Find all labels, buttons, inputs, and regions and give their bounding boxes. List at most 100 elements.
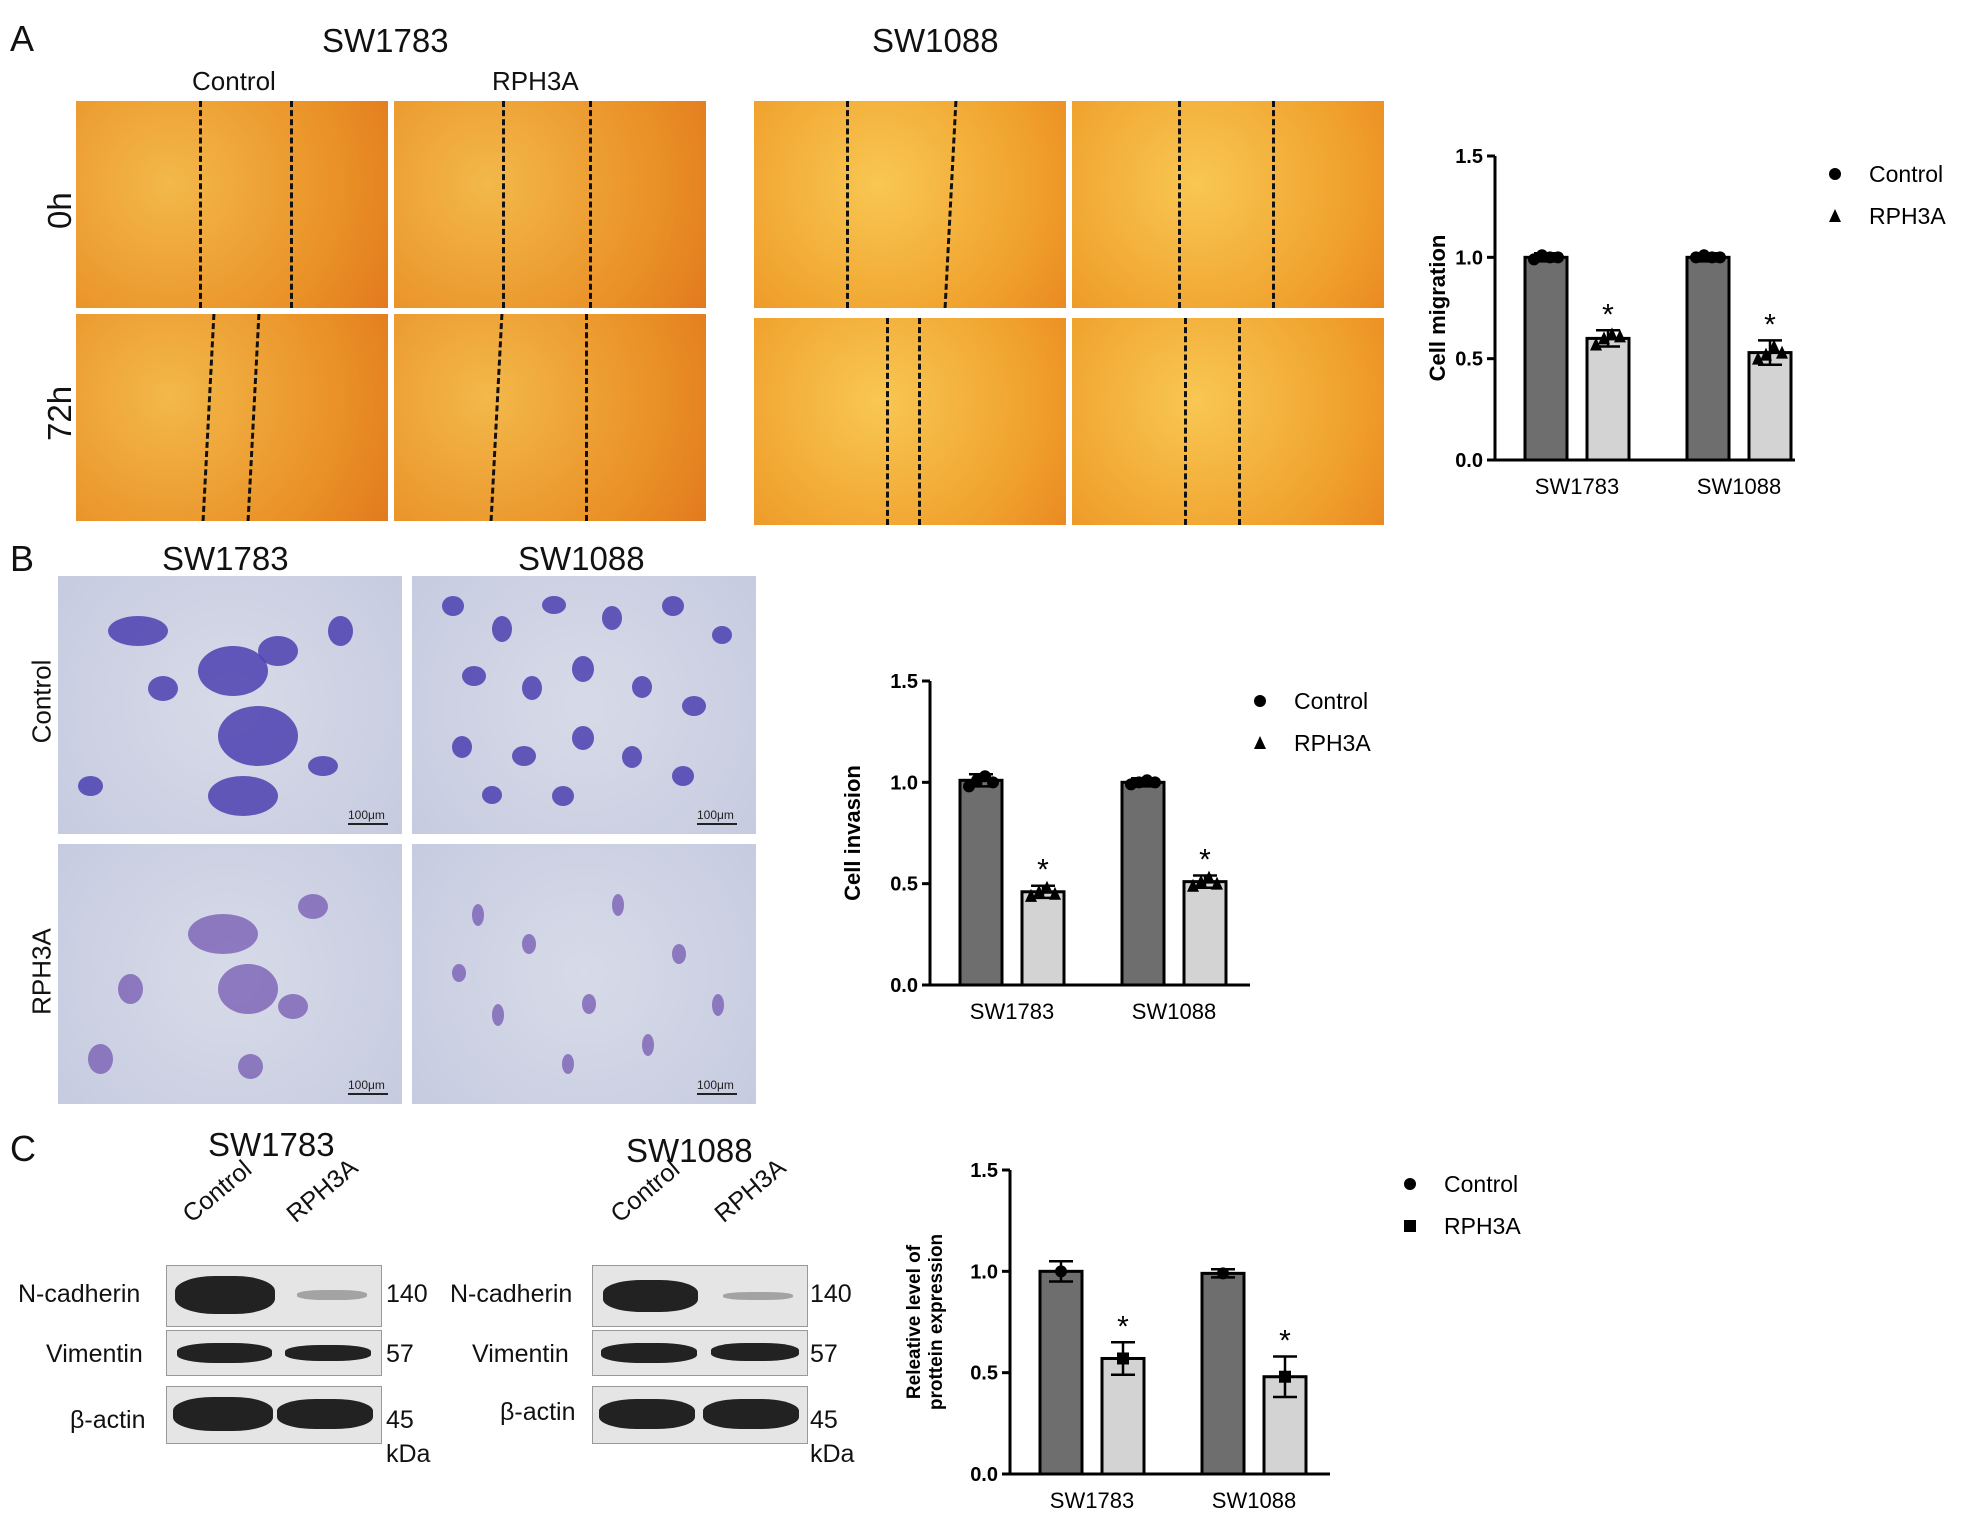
significance-star: * [1279, 1324, 1291, 1357]
x-tick-label: SW1783 [970, 999, 1054, 1024]
y-axis-label: Cell invasion [840, 765, 865, 901]
panel-a-row-72h: 72h [41, 385, 78, 441]
bar-control [958, 778, 1004, 987]
scale-bar: 100μm [697, 1078, 737, 1095]
bar-control [1120, 780, 1166, 987]
data-point [1025, 888, 1037, 902]
mw-label-57: 57 [810, 1340, 838, 1368]
bar-rph3a [1100, 1356, 1146, 1476]
panel-c-title-sw1088: SW1088 [626, 1132, 753, 1169]
panel-a-col-control: Control [192, 66, 276, 96]
invasion-image-sw1783-control: 100μm [58, 576, 402, 834]
mw-label-57: 57 [386, 1340, 414, 1368]
protein-label-vimentin: Vimentin [46, 1340, 143, 1368]
lane-label-rph3a: RPH3A [281, 1153, 364, 1229]
data-point [1752, 351, 1764, 365]
significance-star: * [1602, 298, 1614, 331]
bar-rph3a [1747, 351, 1793, 462]
y-tick-label: 0.0 [890, 975, 918, 997]
significance-star: * [1037, 854, 1049, 887]
chart-cell-migration: 0.0 0.5 1.0 1.5 Cell migration * SW1783 * SW1088… [1425, 146, 1946, 499]
blot-sw1088-beta-actin [592, 1386, 808, 1444]
bar-rph3a [1020, 890, 1066, 987]
data-point [1614, 329, 1626, 343]
scratch-image-sw1783-rph3a-72h [394, 314, 706, 521]
x-tick-label: SW1783 [1535, 474, 1619, 499]
panel-b-row-rph3a: RPH3A [26, 928, 57, 1015]
panel-a-title-sw1088: SW1088 [872, 22, 999, 59]
protein-label-n-cadherin: N-cadherin [450, 1280, 573, 1308]
data-point [1033, 884, 1045, 898]
blot-sw1783-vimentin [166, 1330, 382, 1376]
protein-label-beta-actin: β-actin [70, 1406, 146, 1434]
scale-bar: 100μm [348, 1078, 388, 1095]
data-point [1606, 327, 1618, 341]
panel-a-title-sw1783: SW1783 [322, 22, 449, 59]
data-point [1776, 345, 1788, 359]
data-point [1195, 874, 1207, 888]
lane-label-control: Control [177, 1154, 258, 1229]
data-point [1117, 1352, 1129, 1365]
invasion-image-sw1088-control: 100μm [412, 576, 756, 834]
scale-bar: 100μm [348, 808, 388, 825]
x-tick-label: SW1783 [1050, 1488, 1134, 1513]
data-point [1598, 331, 1610, 345]
y-axis-label: Cell migration [1425, 235, 1450, 382]
data-point [1217, 1267, 1229, 1280]
legend-label-control: Control [1444, 1171, 1518, 1197]
blot-sw1783-beta-actin [166, 1386, 382, 1444]
panel-b-title-sw1088: SW1088 [518, 540, 645, 577]
data-point [1552, 251, 1564, 264]
scratch-image-sw1783-control-72h [76, 314, 388, 521]
data-point [1590, 337, 1602, 351]
data-point [1203, 870, 1215, 884]
legend-marker-control [1404, 1178, 1416, 1190]
scratch-image-sw1088-control-0h [754, 101, 1066, 308]
data-point [1279, 1370, 1291, 1383]
data-point [1041, 880, 1053, 894]
x-tick-label: SW1088 [1212, 1488, 1296, 1513]
bar-rph3a [1262, 1375, 1308, 1476]
mw-unit-kda: kDa [386, 1440, 431, 1468]
legend-marker-rph3a [1254, 736, 1266, 749]
scratch-image-sw1088-rph3a-0h [1072, 101, 1384, 308]
y-axis-label: prottein expression [926, 1234, 947, 1410]
mw-label-140: 140 [810, 1280, 852, 1308]
scale-bar: 100μm [697, 808, 737, 825]
scratch-image-sw1783-control-0h [76, 101, 388, 308]
panel-a-col-rph3a: RPH3A [492, 66, 579, 96]
legend-marker-rph3a [1404, 1220, 1416, 1232]
data-point [1149, 776, 1161, 789]
legend-label-control: Control [1869, 161, 1943, 187]
legend-marker-control [1829, 168, 1841, 180]
x-tick-label: SW1088 [1697, 474, 1781, 499]
y-tick-label: 0.0 [970, 1464, 998, 1486]
bar-rph3a [1182, 880, 1228, 987]
mw-label-45: 45 [386, 1406, 414, 1434]
legend-label-rph3a: RPH3A [1294, 730, 1371, 756]
significance-star: * [1199, 844, 1211, 877]
scratch-image-sw1088-control-72h [754, 318, 1066, 525]
mw-label-45: 45 [810, 1406, 838, 1434]
panel-b-row-control: Control [26, 659, 57, 744]
y-tick-label: 0.5 [970, 1363, 998, 1385]
legend-label-control: Control [1294, 688, 1368, 714]
legend-marker-rph3a [1829, 209, 1841, 222]
bar-rph3a [1585, 336, 1631, 462]
legend-label-rph3a: RPH3A [1444, 1213, 1521, 1239]
data-point [1211, 876, 1223, 890]
invasion-image-sw1783-rph3a: 100μm [58, 844, 402, 1104]
blot-sw1088-vimentin [592, 1330, 808, 1376]
panel-a-row-0h: 0h [41, 192, 78, 229]
y-tick-label: 0.0 [1455, 450, 1483, 472]
y-tick-label: 1.0 [890, 772, 918, 794]
data-point [1760, 347, 1772, 361]
data-point [1714, 251, 1726, 264]
y-tick-label: 1.0 [970, 1261, 998, 1283]
x-tick-label: SW1088 [1132, 999, 1216, 1024]
mw-label-140: 140 [386, 1280, 428, 1308]
bar-control [1038, 1269, 1084, 1476]
blot-sw1088-n-cadherin [592, 1265, 808, 1327]
legend-marker-control [1254, 695, 1266, 707]
significance-star: * [1117, 1310, 1129, 1343]
